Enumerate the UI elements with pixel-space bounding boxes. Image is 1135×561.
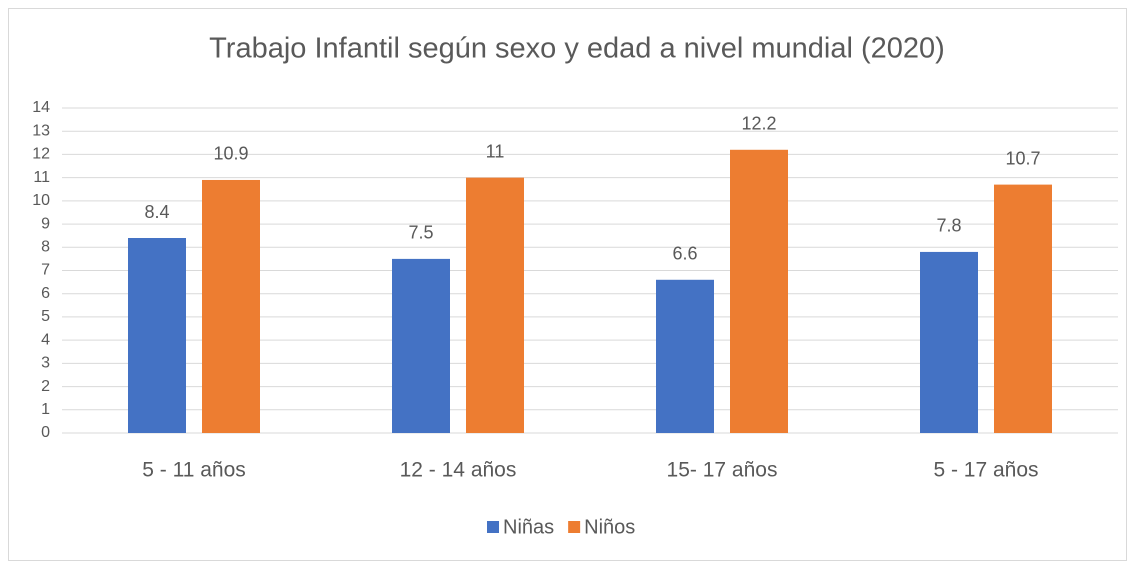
legend-label: Niñas xyxy=(503,516,554,538)
bar xyxy=(994,184,1052,433)
y-tick-label: 5 xyxy=(41,308,50,325)
bar xyxy=(730,149,788,434)
y-tick-label: 1 xyxy=(41,401,50,418)
y-tick-label: 14 xyxy=(32,99,50,116)
bar xyxy=(920,251,978,433)
legend-swatch xyxy=(568,521,581,533)
data-label: 6.6 xyxy=(672,244,697,264)
data-label: 10.7 xyxy=(1005,148,1040,168)
bar xyxy=(656,279,714,433)
legend-swatch xyxy=(487,521,499,533)
y-tick-label: 6 xyxy=(41,285,50,302)
y-tick-label: 3 xyxy=(41,355,50,372)
data-label: 10.9 xyxy=(213,144,248,164)
x-tick-label: 5 - 17 años xyxy=(933,459,1038,482)
bar xyxy=(392,258,450,433)
y-tick-label: 11 xyxy=(33,169,50,186)
y-tick-label: 9 xyxy=(41,215,50,232)
x-tick-label: 15- 17 años xyxy=(667,459,778,482)
bar xyxy=(202,179,260,433)
bar xyxy=(466,177,524,433)
data-label: 7.8 xyxy=(936,216,961,236)
y-tick-label: 2 xyxy=(41,378,50,395)
y-tick-label: 0 xyxy=(41,424,50,441)
data-label: 11 xyxy=(486,141,505,161)
legend-label: Niños xyxy=(584,516,635,538)
x-tick-label: 5 - 11 años xyxy=(142,459,246,482)
chart-title: Trabajo Infantil según sexo y edad a niv… xyxy=(209,33,945,65)
bar xyxy=(128,238,186,433)
y-tick-label: 12 xyxy=(32,146,50,163)
y-tick-label: 7 xyxy=(41,262,50,279)
y-tick-label: 10 xyxy=(32,192,50,209)
data-label: 12.2 xyxy=(741,114,776,134)
data-label: 8.4 xyxy=(144,202,169,222)
x-tick-label: 12 - 14 años xyxy=(400,459,517,482)
y-tick-label: 8 xyxy=(41,239,50,256)
y-tick-label: 13 xyxy=(32,122,50,139)
y-tick-label: 4 xyxy=(41,331,50,348)
data-label: 7.5 xyxy=(408,223,433,243)
